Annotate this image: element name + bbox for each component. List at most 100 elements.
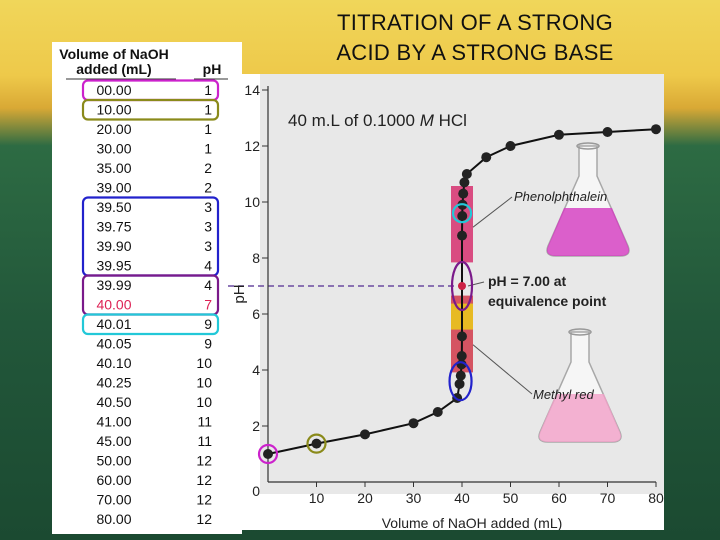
equivalence-label-line-1: pH = 7.00 at (488, 273, 567, 289)
table-cell-volume: 39.90 (96, 238, 131, 254)
table-cell-ph: 11 (197, 433, 212, 449)
table-cell-ph: 12 (196, 511, 212, 527)
circle-equivalence (450, 260, 474, 312)
table-cell-volume: 80.00 (96, 511, 131, 527)
table-cell-volume: 10.00 (96, 102, 131, 118)
table-cell-ph: 10 (196, 355, 212, 371)
data-point (554, 129, 564, 140)
table-cell-volume: 39.95 (96, 258, 131, 274)
table-cell-ph: 1 (204, 141, 212, 157)
table-cell-ph: 12 (196, 453, 212, 469)
chart-subtitle: 40 m.L of 0.1000 M HCl (288, 111, 467, 130)
circle-highlight (306, 433, 327, 454)
flask-phenolphthalein-rim (576, 142, 600, 150)
equivalence-label-line-2: equivalence point (488, 293, 607, 309)
data-point (311, 438, 322, 449)
table-cell-volume: 00.00 (96, 82, 131, 98)
flask-methyl-red-liquid (539, 394, 621, 442)
table-cell-ph: 4 (204, 277, 212, 293)
data-point (505, 141, 516, 151)
leader-methyl-red (472, 344, 533, 395)
table-cell-volume: 40.05 (96, 336, 131, 352)
y-tick-label: 2 (252, 418, 260, 434)
titration-chart: 40 m.L of 0.1000 M HCl Phenolphthalein Met… (228, 74, 664, 530)
slide-title-line-2: ACID BY A STRONG BASE (336, 40, 614, 65)
x-tick-label: 10 (309, 490, 325, 506)
data-point (263, 449, 273, 459)
table-cell-volume: 70.00 (96, 492, 131, 508)
x-axis-label: Volume of NaOH added (mL) (382, 515, 563, 530)
circle-highlight (451, 203, 473, 224)
data-point (461, 169, 472, 179)
x-tick-label: 70 (600, 490, 616, 506)
data-point (459, 177, 470, 188)
data-point (458, 188, 469, 199)
equivalence-point (458, 282, 466, 290)
table-header-volume-line-2: added (mL) (76, 61, 151, 77)
y-tick-label: 14 (244, 82, 260, 98)
table-header-volume-line-1: Volume of NaOH (59, 46, 168, 62)
y-tick-label: 4 (252, 362, 260, 378)
table-cell-ph: 1 (204, 102, 212, 118)
table-cell-volume: 39.50 (96, 199, 131, 215)
table-cell-ph: 4 (204, 258, 212, 274)
data-point (454, 379, 465, 389)
table-cell-volume: 50.00 (96, 453, 131, 469)
table-cell-volume: 45.00 (96, 433, 131, 449)
table-cell-volume: 39.75 (96, 219, 131, 235)
table-cell-volume: 40.00 (96, 297, 131, 313)
table-cell-volume: 40.01 (96, 316, 131, 332)
origin-tick-label: 0 (252, 483, 260, 499)
indicator-label-phenolphthalein: Phenolphthalein (514, 189, 607, 204)
table-cell-ph: 3 (204, 199, 212, 215)
y-tick-label: 10 (244, 194, 260, 210)
y-axis-label: pH (231, 284, 248, 303)
table-cell-ph: 3 (204, 238, 212, 254)
table-cell-volume: 40.50 (96, 394, 131, 410)
table-cell-ph: 10 (196, 375, 212, 391)
slide-title: TITRATION OF A STRONG ACID BY A STRONG B… (255, 8, 695, 68)
table-cell-ph: 9 (204, 336, 212, 352)
table-cell-volume: 60.00 (96, 472, 131, 488)
slide-title-line-1: TITRATION OF A STRONG (336, 10, 613, 35)
x-tick-label: 80 (648, 490, 664, 506)
table-cell-volume: 41.00 (96, 414, 131, 430)
table-cell-volume: 39.00 (96, 180, 131, 196)
x-tick-label: 40 (454, 490, 470, 506)
x-tick-label: 30 (406, 490, 422, 506)
flask-methyl-red (538, 328, 622, 443)
data-point (651, 124, 661, 135)
leader-phenolphthalein (472, 196, 513, 228)
table-cell-ph: 10 (196, 394, 212, 410)
indicator-label-methyl-red: Methyl red (533, 387, 594, 402)
circle-highlight (257, 443, 279, 465)
y-tick-label: 8 (252, 250, 260, 266)
table-header-ph: pH (203, 61, 222, 77)
leader-equivalence (467, 281, 485, 287)
data-point (360, 429, 370, 440)
table-cell-volume: 40.10 (96, 355, 131, 371)
table-cell-ph: 2 (204, 180, 212, 196)
table-cell-ph: 3 (204, 219, 212, 235)
circle-blue-group (448, 361, 473, 402)
table-cell-volume: 30.00 (96, 141, 131, 157)
flask-phenolphthalein (546, 142, 630, 257)
table-highlight-olive (81, 98, 220, 121)
data-point (457, 211, 468, 221)
table-cell-ph: 1 (204, 82, 212, 98)
y-tick-label: 12 (244, 138, 260, 154)
data-point (456, 351, 467, 361)
titration-table: Volume of NaOH added (mL) pH 00.00 1 10.00 1 20… (52, 42, 242, 534)
y-tick-label: 6 (252, 306, 260, 322)
table-cell-ph: 7 (204, 297, 212, 313)
data-point (457, 230, 468, 241)
data-point (602, 127, 613, 137)
table-cell-ph: 1 (204, 121, 212, 137)
table-cell-ph: 11 (197, 414, 212, 430)
data-point (481, 152, 492, 163)
data-point (456, 331, 467, 342)
table-cell-ph: 9 (204, 316, 212, 332)
table-cell-ph: 12 (196, 472, 212, 488)
table-cell-volume: 35.00 (96, 160, 131, 176)
